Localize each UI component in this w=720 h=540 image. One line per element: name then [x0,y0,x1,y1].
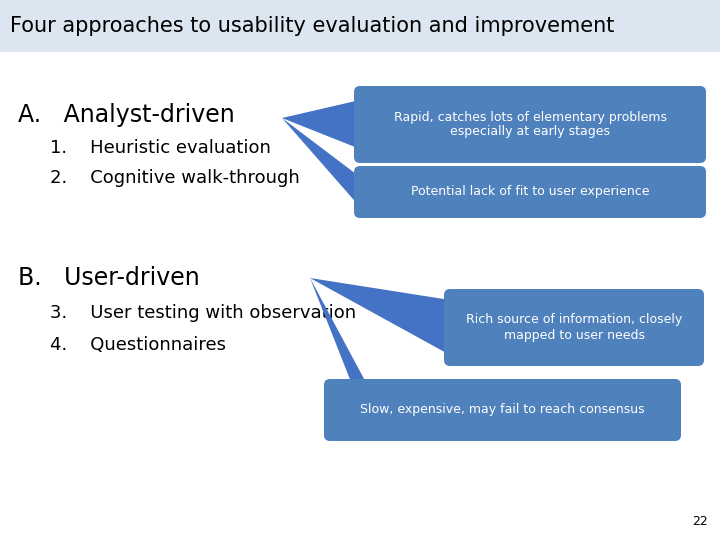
Text: Four approaches to usability evaluation and improvement: Four approaches to usability evaluation … [10,16,614,36]
FancyBboxPatch shape [444,289,704,366]
Text: Slow, expensive, may fail to reach consensus: Slow, expensive, may fail to reach conse… [360,403,645,416]
FancyBboxPatch shape [354,86,706,163]
Text: 4.    Questionnaires: 4. Questionnaires [50,336,226,354]
Polygon shape [282,118,360,207]
Text: Rapid, catches lots of elementary problems
especially at early stages: Rapid, catches lots of elementary proble… [394,111,667,138]
Text: 1.    Heuristic evaluation: 1. Heuristic evaluation [50,139,271,157]
FancyBboxPatch shape [0,0,720,52]
Text: 2.    Cognitive walk-through: 2. Cognitive walk-through [50,169,300,187]
Text: A.   Analyst-driven: A. Analyst-driven [18,103,235,127]
FancyBboxPatch shape [354,166,706,218]
Polygon shape [310,278,450,355]
Polygon shape [282,100,360,149]
Text: Potential lack of fit to user experience: Potential lack of fit to user experience [410,186,649,199]
Polygon shape [310,278,370,430]
Text: 22: 22 [692,515,708,528]
Text: 3.    User testing with observation: 3. User testing with observation [50,304,356,322]
Text: Rich source of information, closely
mapped to user needs: Rich source of information, closely mapp… [466,314,682,341]
Text: B.   User-driven: B. User-driven [18,266,199,290]
FancyBboxPatch shape [324,379,681,441]
